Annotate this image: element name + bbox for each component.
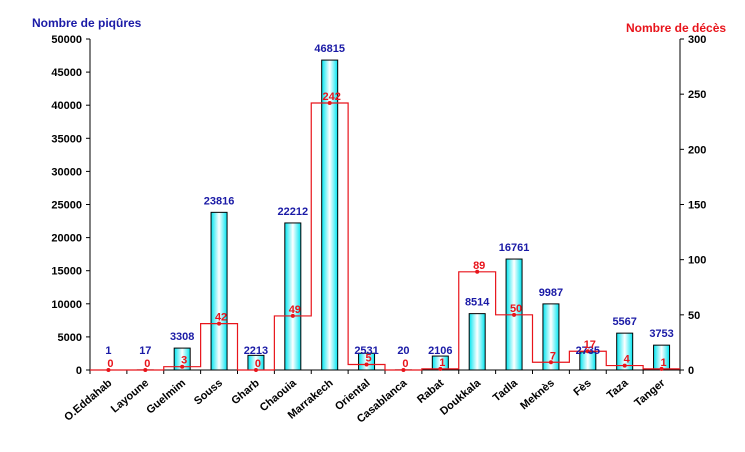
deaths-value-label: 50	[510, 303, 522, 315]
left-tick-label: 50000	[51, 34, 82, 46]
bar	[321, 59, 339, 371]
right-tick-label: 50	[688, 310, 700, 322]
left-tick-label: 5000	[58, 332, 82, 344]
left-axis-title: Nombre de piqûres	[32, 16, 142, 30]
right-tick-label: 200	[688, 144, 706, 156]
bar-value-label: 1	[105, 345, 111, 357]
category-label: Doukkala	[438, 377, 484, 418]
bar-value-label: 22212	[278, 206, 309, 218]
category-label: Guelmim	[144, 377, 188, 417]
deaths-point	[585, 349, 590, 354]
deaths-value-label: 1	[661, 357, 667, 369]
deaths-value-label: 49	[289, 304, 301, 316]
right-axis-title: Nombre de décès	[626, 21, 726, 35]
deaths-point	[548, 360, 553, 365]
bar-value-label: 9987	[539, 287, 563, 299]
left-tick-label: 10000	[51, 299, 82, 311]
deaths-point	[217, 321, 222, 326]
deaths-value-label: 242	[323, 91, 341, 103]
deaths-point	[622, 363, 627, 368]
category-label: Souss	[192, 377, 225, 407]
bar-value-label: 23816	[204, 195, 235, 207]
deaths-point	[143, 368, 148, 372]
bar-value-label: 2213	[244, 345, 268, 357]
deaths-point	[364, 362, 369, 367]
deaths-point	[401, 368, 406, 372]
deaths-step-line	[90, 102, 680, 371]
deaths-value-label: 89	[473, 260, 485, 272]
deaths-value-label: 0	[144, 358, 150, 370]
deaths-point	[253, 368, 258, 372]
left-tick-label: 30000	[51, 166, 82, 178]
bar-value-label: 16761	[499, 242, 530, 254]
bar-value-label: 5567	[612, 316, 636, 328]
left-tick-label: 45000	[51, 67, 82, 79]
bar	[358, 352, 376, 371]
bar	[284, 222, 302, 371]
bar-value-label: 8514	[465, 297, 490, 309]
bar-value-label: 3753	[649, 328, 673, 340]
bar	[616, 332, 634, 371]
bar	[468, 313, 486, 371]
deaths-point	[180, 364, 185, 369]
bar-value-label: 2531	[354, 345, 378, 357]
deaths-value-label: 0	[107, 358, 113, 370]
deaths-point	[438, 366, 443, 371]
right-tick-label: 0	[688, 365, 694, 377]
deaths-point	[327, 100, 332, 105]
right-tick-label: 300	[688, 34, 706, 46]
deaths-value-label: 0	[255, 358, 261, 370]
bar-value-label: 17	[139, 345, 151, 357]
deaths-value-label: 0	[402, 358, 408, 370]
bar	[210, 211, 228, 371]
bar-value-label: 2106	[428, 345, 452, 357]
bar-value-label: 20	[397, 345, 409, 357]
category-label: Taza	[605, 377, 631, 402]
right-tick-label: 250	[688, 89, 706, 101]
left-tick-label: 40000	[51, 100, 82, 112]
right-tick-label: 150	[688, 200, 706, 212]
left-tick-label: 25000	[51, 200, 82, 212]
deaths-value-label: 17	[584, 339, 596, 351]
deaths-point	[475, 269, 480, 274]
bar	[542, 303, 560, 371]
left-tick-label: 15000	[51, 266, 82, 278]
category-label: Layoune	[109, 377, 151, 415]
deaths-value-label: 4	[624, 354, 631, 366]
deaths-point	[659, 366, 664, 371]
category-label: Tanger	[632, 377, 668, 410]
bar-value-label: 46815	[314, 43, 345, 55]
left-tick-label: 20000	[51, 233, 82, 245]
bar	[173, 347, 191, 371]
category-label: Tadla	[491, 377, 521, 405]
deaths-point	[106, 368, 111, 372]
category-label: Gharb	[229, 377, 262, 407]
bar-value-label: 3308	[170, 331, 194, 343]
category-label: O.Eddahab	[62, 377, 114, 424]
category-label: Rabat	[415, 377, 446, 406]
bar-value-label: 2735	[576, 345, 600, 357]
deaths-point	[290, 313, 295, 318]
deaths-value-label: 3	[181, 355, 187, 367]
left-tick-label: 0	[76, 365, 82, 377]
deaths-value-label: 7	[550, 350, 556, 362]
category-label: Fès	[571, 377, 593, 398]
left-tick-label: 35000	[51, 133, 82, 145]
deaths-value-label: 1	[439, 357, 445, 369]
deaths-value-label: 5	[366, 352, 372, 364]
right-tick-label: 100	[688, 255, 706, 267]
deaths-value-label: 42	[215, 312, 227, 324]
category-label: Meknès	[518, 377, 557, 412]
deaths-point	[512, 312, 517, 317]
